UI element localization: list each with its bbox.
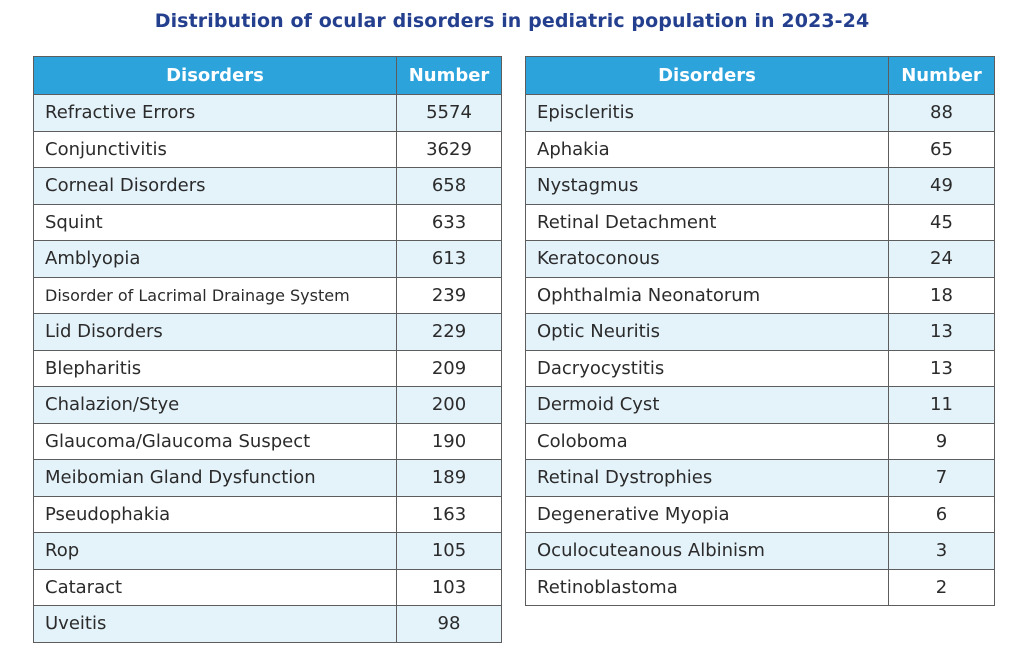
table-row: Blepharitis 209 (33, 349, 502, 387)
disorder-count-cell: 3629 (396, 130, 502, 168)
disorder-count-cell: 7 (888, 459, 995, 497)
disorder-name-cell: Optic Neuritis (525, 313, 889, 351)
disorder-count-cell: 633 (396, 203, 502, 241)
disorder-count-cell: 2 (888, 568, 995, 606)
column-header-disorders: Disorders (525, 56, 889, 95)
disorder-count-cell: 200 (396, 386, 502, 424)
table-row: Retinal Dystrophies 7 (525, 459, 995, 497)
table-row: Rop 105 (33, 532, 502, 570)
disorder-count-cell: 13 (888, 349, 995, 387)
disorder-count-cell: 229 (396, 313, 502, 351)
table-row: Retinal Detachment 45 (525, 203, 995, 241)
disorder-count-cell: 658 (396, 167, 502, 205)
disorder-count-cell: 103 (396, 568, 502, 606)
disorder-name-cell: Meibomian Gland Dysfunction (33, 459, 397, 497)
disorders-table-left: Disorders Number Refractive Errors 5574 Co… (33, 56, 502, 643)
disorder-name-cell: Cataract (33, 568, 397, 606)
disorder-name-cell: Pseudophakia (33, 495, 397, 533)
disorder-count-cell: 45 (888, 203, 995, 241)
table-row: Oculocuteanous Albinism 3 (525, 532, 995, 570)
disorder-name-cell: Dacryocystitis (525, 349, 889, 387)
table-row: Amblyopia 613 (33, 240, 502, 278)
table-row: Nystagmus 49 (525, 167, 995, 205)
disorder-name-cell: Aphakia (525, 130, 889, 168)
disorder-count-cell: 209 (396, 349, 502, 387)
disorder-name-cell: Coloboma (525, 422, 889, 460)
disorder-name-cell: Keratoconous (525, 240, 889, 278)
disorder-name-cell: Glaucoma/Glaucoma Suspect (33, 422, 397, 460)
disorder-name-cell: Degenerative Myopia (525, 495, 889, 533)
table-row: Ophthalmia Neonatorum 18 (525, 276, 995, 314)
table-row: Squint 633 (33, 203, 502, 241)
page-title: Distribution of ocular disorders in pedi… (154, 10, 870, 32)
disorder-name-cell: Retinal Dystrophies (525, 459, 889, 497)
disorder-count-cell: 163 (396, 495, 502, 533)
disorder-count-cell: 49 (888, 167, 995, 205)
table-row: Retinoblastoma 2 (525, 568, 995, 606)
disorder-name-cell: Retinoblastoma (525, 568, 889, 606)
table-header-row: Disorders Number (525, 56, 995, 95)
table-row: Keratoconous 24 (525, 240, 995, 278)
disorder-name-cell: Refractive Errors (33, 94, 397, 132)
table-row: Uveitis 98 (33, 605, 502, 643)
disorder-name-cell: Uveitis (33, 605, 397, 643)
disorder-name-cell: Retinal Detachment (525, 203, 889, 241)
table-row: Lid Disorders 229 (33, 313, 502, 351)
disorder-count-cell: 5574 (396, 94, 502, 132)
disorder-name-cell: Corneal Disorders (33, 167, 397, 205)
table-row: Aphakia 65 (525, 130, 995, 168)
table-row: Optic Neuritis 13 (525, 313, 995, 351)
column-header-number: Number (396, 56, 502, 95)
disorder-count-cell: 13 (888, 313, 995, 351)
disorder-count-cell: 24 (888, 240, 995, 278)
disorder-name-cell: Squint (33, 203, 397, 241)
table-row: Disorder of Lacrimal Drainage System 239 (33, 276, 502, 314)
disorder-name-cell: Dermoid Cyst (525, 386, 889, 424)
table-row: Coloboma 9 (525, 422, 995, 460)
disorder-count-cell: 98 (396, 605, 502, 643)
disorder-count-cell: 3 (888, 532, 995, 570)
disorder-name-cell: Blepharitis (33, 349, 397, 387)
table-row: Meibomian Gland Dysfunction 189 (33, 459, 502, 497)
table-row: Dacryocystitis 13 (525, 349, 995, 387)
disorder-name-cell: Conjunctivitis (33, 130, 397, 168)
disorder-name-cell: Ophthalmia Neonatorum (525, 276, 889, 314)
table-row: Episcleritis 88 (525, 94, 995, 132)
disorder-name-cell: Lid Disorders (33, 313, 397, 351)
table-row: Dermoid Cyst 11 (525, 386, 995, 424)
disorder-name-cell: Oculocuteanous Albinism (525, 532, 889, 570)
disorder-count-cell: 65 (888, 130, 995, 168)
table-row: Refractive Errors 5574 (33, 94, 502, 132)
table-row: Pseudophakia 163 (33, 495, 502, 533)
disorder-count-cell: 190 (396, 422, 502, 460)
disorder-name-cell: Episcleritis (525, 94, 889, 132)
column-header-disorders: Disorders (33, 56, 397, 95)
table-header-row: Disorders Number (33, 56, 502, 95)
column-header-number: Number (888, 56, 995, 95)
disorder-count-cell: 613 (396, 240, 502, 278)
disorder-name-cell: Disorder of Lacrimal Drainage System (33, 276, 397, 314)
disorder-name-cell: Chalazion/Stye (33, 386, 397, 424)
disorders-table-right: Disorders Number Episcleritis 88 Aphakia 65… (525, 56, 995, 606)
table-row: Chalazion/Stye 200 (33, 386, 502, 424)
disorder-count-cell: 189 (396, 459, 502, 497)
disorder-name-cell: Rop (33, 532, 397, 570)
disorder-count-cell: 11 (888, 386, 995, 424)
disorder-count-cell: 88 (888, 94, 995, 132)
table-row: Cataract 103 (33, 568, 502, 606)
table-row: Conjunctivitis 3629 (33, 130, 502, 168)
table-row: Glaucoma/Glaucoma Suspect 190 (33, 422, 502, 460)
table-row: Corneal Disorders 658 (33, 167, 502, 205)
disorder-count-cell: 105 (396, 532, 502, 570)
disorder-count-cell: 9 (888, 422, 995, 460)
table-row: Degenerative Myopia 6 (525, 495, 995, 533)
disorder-count-cell: 6 (888, 495, 995, 533)
disorder-count-cell: 18 (888, 276, 995, 314)
disorder-name-cell: Nystagmus (525, 167, 889, 205)
disorder-name-cell: Amblyopia (33, 240, 397, 278)
disorder-count-cell: 239 (396, 276, 502, 314)
